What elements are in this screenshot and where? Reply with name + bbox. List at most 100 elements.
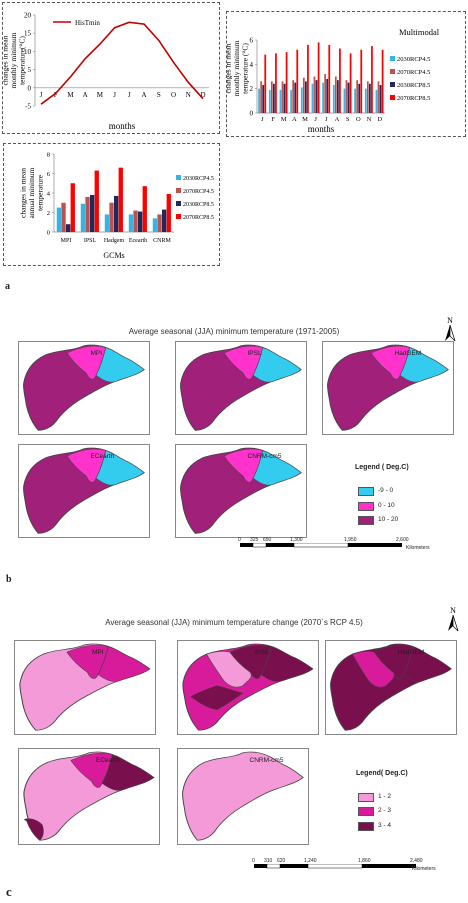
bar — [66, 224, 71, 232]
bar — [300, 87, 303, 113]
scale-tick-b2: 650 — [263, 537, 272, 543]
legend-swatch-c2 — [358, 807, 374, 816]
map-cnrm-cm5: CNRM-cm5 — [175, 444, 307, 538]
y-axis-label-line: changes in mean — [3, 35, 10, 85]
histmin-line — [40, 21, 204, 105]
legend-label: 2030RCP4.5 — [183, 176, 214, 182]
scale-tick-c1: 310 — [264, 858, 273, 864]
map-label: IPSL — [247, 350, 262, 357]
region-zone — [66, 448, 107, 483]
bar — [152, 218, 158, 232]
bar — [317, 42, 320, 113]
legend-label-c1: 1 - 2 — [378, 793, 392, 800]
y-axis-label-line: annual minimum — [27, 167, 36, 218]
legend-swatch — [390, 56, 395, 61]
region-zone — [190, 685, 244, 711]
bar — [343, 88, 346, 113]
y-tick-label: 6 — [250, 37, 254, 45]
bar — [118, 167, 123, 232]
scale-bar-b — [238, 536, 418, 552]
map-hadgem: HadGEM — [322, 341, 454, 435]
y-axis-label: changes in mean monthly minimum temperatur… — [227, 40, 250, 96]
x-tick-label: M — [281, 116, 287, 123]
y-axis-label-line: temperature — [36, 174, 45, 210]
legend-label: 2030RCP4.5 — [397, 56, 430, 63]
bar — [381, 49, 384, 113]
bar — [281, 81, 284, 113]
bar — [305, 81, 307, 113]
y-axis-label-line: monthly minimum — [9, 32, 18, 88]
x-tick-label: S — [157, 91, 161, 99]
x-tick-label: M — [302, 116, 308, 123]
bar — [302, 77, 305, 113]
region-zone — [23, 818, 44, 841]
y-tick-label: 2 — [47, 210, 50, 217]
legend-label: 2030RCP8.5 — [397, 82, 430, 89]
legend-swatch — [176, 188, 181, 193]
bar — [364, 88, 367, 113]
scale-tick-b1: 325 — [250, 537, 259, 543]
x-tick-label: Hadgem — [104, 238, 125, 244]
y-tick-label: 8 — [47, 152, 50, 159]
map-shape — [23, 447, 145, 534]
x-tick-label: N — [186, 91, 191, 99]
bar — [332, 85, 335, 113]
map-ipsl: IPSL — [175, 341, 307, 435]
map-shape — [182, 643, 314, 731]
map-label: ECearth — [96, 757, 120, 764]
x-tick-label: D — [200, 91, 205, 99]
bar — [90, 194, 95, 232]
y-axis-label-line: changes in mean — [19, 168, 28, 218]
y-axis-label-line: temperature (°C) — [241, 43, 250, 94]
map-label: CNRM-cm5 — [247, 453, 282, 460]
north-arrow-c: N — [443, 604, 463, 634]
bar — [260, 81, 263, 113]
annual-chart-panel: 0 2 4 6 8 MPI IPSL Hadgem Ecearth CNRM 2030RCP4.5 2… — [3, 143, 220, 266]
bar — [292, 80, 295, 113]
bar — [311, 83, 314, 113]
x-tick-label: S — [346, 116, 350, 123]
legend-label-b2: 0 - 10 — [378, 502, 395, 509]
bar — [307, 44, 309, 113]
y-axis-label-line: monthly minimum — [232, 40, 241, 96]
bar — [258, 88, 260, 113]
bar — [356, 80, 359, 113]
panel-b-title: Average seasonal (JJA) minimum temperatu… — [128, 327, 340, 336]
map-shape — [180, 447, 302, 534]
x-tick-label: M — [97, 91, 104, 99]
bar — [377, 81, 380, 113]
legend-label: HisTmin — [75, 19, 100, 27]
map-ipsl: IPSL — [177, 640, 319, 735]
bar — [326, 78, 329, 113]
x-tick-label: F — [54, 91, 58, 99]
bar — [80, 203, 86, 232]
bar — [334, 76, 337, 113]
y-tick-label: -5 — [25, 103, 31, 111]
legend-label: 2070RCP8.5 — [397, 95, 430, 102]
legend-title-b: Legend ( Deg.C) — [355, 464, 409, 471]
y-axis-label: changes in mean monthly minimum temperatur… — [3, 32, 27, 88]
map-shape — [23, 751, 155, 841]
x-tick-label: O — [171, 91, 176, 99]
map-shape — [182, 751, 304, 841]
bar — [294, 82, 297, 113]
legend-swatch-b3 — [358, 516, 374, 525]
x-tick-label: J — [113, 91, 116, 99]
y-tick-label: 4 — [47, 191, 51, 198]
map-label: CNRM-cm5 — [249, 757, 284, 764]
panel-a-label: a — [5, 281, 10, 292]
y-tick-label: 0 — [250, 110, 254, 118]
bar — [157, 214, 162, 232]
y-tick-label: 0 — [47, 230, 50, 237]
bar — [313, 76, 316, 113]
north-letter: N — [447, 316, 453, 325]
y-tick-label: 10 — [24, 48, 32, 56]
bar — [358, 83, 361, 113]
x-tick-label: D — [377, 116, 382, 123]
bar — [285, 52, 288, 113]
region-zone — [66, 644, 109, 679]
map-shape — [23, 344, 145, 431]
bar — [142, 186, 147, 232]
legend-label-c3: 3 - 4 — [378, 822, 392, 829]
